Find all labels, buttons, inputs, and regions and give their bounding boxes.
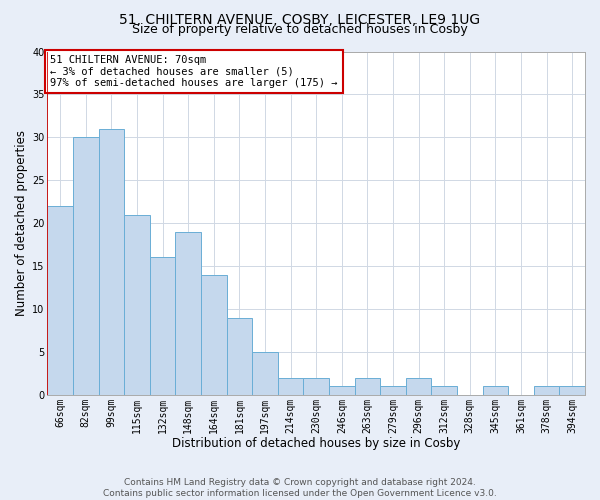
Bar <box>355 378 380 395</box>
Bar <box>329 386 355 395</box>
Text: 51, CHILTERN AVENUE, COSBY, LEICESTER, LE9 1UG: 51, CHILTERN AVENUE, COSBY, LEICESTER, L… <box>119 12 481 26</box>
Text: Contains HM Land Registry data © Crown copyright and database right 2024.
Contai: Contains HM Land Registry data © Crown c… <box>103 478 497 498</box>
Text: 51 CHILTERN AVENUE: 70sqm
← 3% of detached houses are smaller (5)
97% of semi-de: 51 CHILTERN AVENUE: 70sqm ← 3% of detach… <box>50 55 338 88</box>
Bar <box>124 214 150 395</box>
Y-axis label: Number of detached properties: Number of detached properties <box>15 130 28 316</box>
Bar <box>98 128 124 395</box>
Bar <box>47 206 73 395</box>
Bar <box>406 378 431 395</box>
Bar <box>482 386 508 395</box>
Text: Size of property relative to detached houses in Cosby: Size of property relative to detached ho… <box>132 22 468 36</box>
Bar <box>73 138 98 395</box>
Bar <box>175 232 201 395</box>
Bar <box>201 274 227 395</box>
Bar <box>252 352 278 395</box>
Bar <box>534 386 559 395</box>
Bar <box>380 386 406 395</box>
Bar <box>150 258 175 395</box>
X-axis label: Distribution of detached houses by size in Cosby: Distribution of detached houses by size … <box>172 437 460 450</box>
Bar <box>278 378 304 395</box>
Bar <box>227 318 252 395</box>
Bar <box>559 386 585 395</box>
Bar <box>431 386 457 395</box>
Bar <box>304 378 329 395</box>
